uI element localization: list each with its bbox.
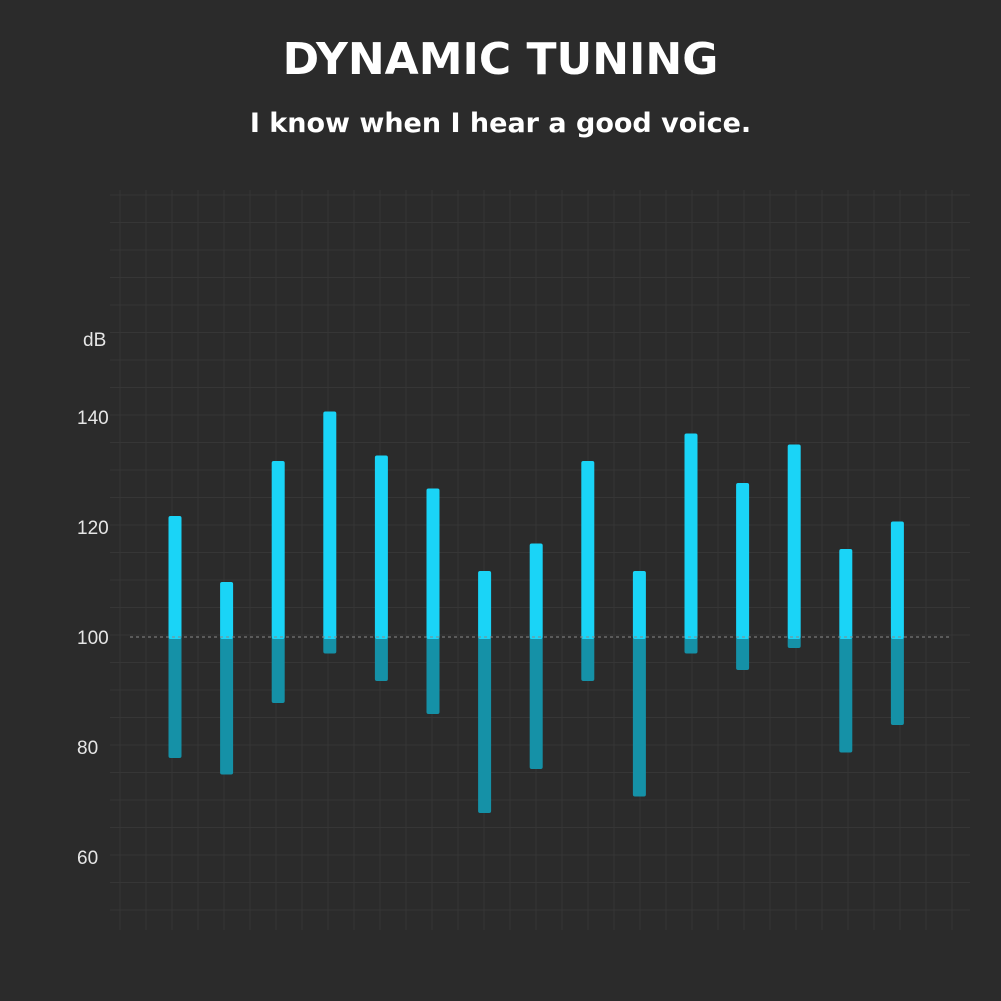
bar-group [426, 488, 440, 714]
chart-title: DYNAMIC TUNING [282, 34, 719, 85]
bar-lower [374, 637, 388, 681]
bar-group [839, 549, 853, 753]
y-tick-label: 120 [77, 518, 109, 539]
y-tick-label: 100 [77, 628, 109, 649]
bar-group [581, 461, 595, 681]
bar-upper [684, 433, 698, 639]
bar-upper [426, 488, 440, 639]
y-axis-label: dB [83, 330, 106, 351]
chart-subtitle: I know when I hear a good voice. [249, 108, 752, 139]
bar-group [168, 516, 182, 758]
bar-lower [839, 637, 853, 753]
bar-upper [374, 455, 388, 639]
bar-upper [220, 582, 234, 639]
bar-upper [168, 516, 182, 639]
y-axis-ticks: 140 120 100 80 60 [77, 408, 109, 869]
bar-group [529, 543, 543, 769]
bar-group [632, 571, 646, 797]
bar-lower [529, 637, 543, 769]
bar-group [271, 461, 285, 703]
bar-lower [271, 637, 285, 703]
bar-lower [736, 637, 750, 670]
bar-group [478, 571, 492, 813]
bar-lower [890, 637, 904, 725]
bar-group [787, 444, 801, 648]
bar-lower [581, 637, 595, 681]
bar-group [374, 455, 388, 681]
bar-upper [478, 571, 492, 639]
bar-upper [839, 549, 853, 639]
y-tick-label: 80 [77, 738, 98, 759]
bar-group [220, 582, 234, 775]
bar-group [323, 411, 337, 654]
bars [168, 411, 904, 813]
bar-upper [632, 571, 646, 639]
bar-lower [478, 637, 492, 813]
bar-upper [787, 444, 801, 639]
bar-upper [736, 483, 750, 639]
bar-lower [220, 637, 234, 775]
bar-upper [529, 543, 543, 639]
bar-group [890, 521, 904, 725]
bar-lower [787, 637, 801, 648]
bar-lower [426, 637, 440, 714]
y-tick-label: 140 [77, 408, 109, 429]
bar-group [684, 433, 698, 654]
bar-lower [323, 637, 337, 654]
bar-group [736, 483, 750, 670]
y-tick-label: 60 [77, 848, 98, 869]
bar-lower [632, 637, 646, 797]
bar-upper [581, 461, 595, 639]
bar-lower [168, 637, 182, 758]
bar-lower [684, 637, 698, 654]
bar-upper [890, 521, 904, 639]
bar-upper [323, 411, 337, 639]
bar-upper [271, 461, 285, 639]
